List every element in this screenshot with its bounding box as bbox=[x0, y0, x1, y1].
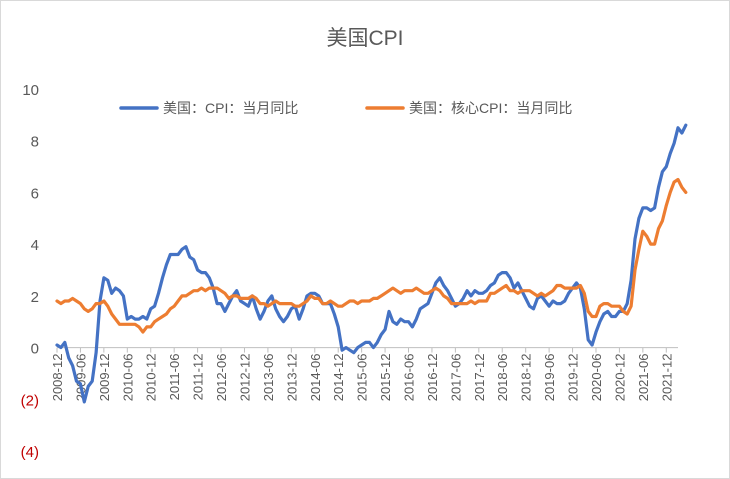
series-line-core-cpi bbox=[55, 177, 688, 334]
y-axis: 10 8 6 4 2 0 (2) (4) bbox=[21, 82, 39, 461]
y-tick-label: 6 bbox=[31, 185, 39, 202]
x-tick-label: 2018-06 bbox=[495, 354, 510, 402]
y-tick-label: 8 bbox=[31, 134, 39, 151]
x-tick-label: 2014-06 bbox=[308, 354, 323, 402]
x-tick-label: 2010-12 bbox=[144, 354, 159, 402]
y-tick-label: 4 bbox=[31, 237, 39, 254]
x-tick-label: 2016-12 bbox=[425, 354, 440, 402]
x-tick-label: 2019-06 bbox=[542, 354, 557, 402]
x-tick-label: 2013-06 bbox=[261, 354, 276, 402]
x-tick-label: 2016-06 bbox=[402, 354, 417, 402]
x-tick-label: 2015-06 bbox=[355, 354, 370, 402]
x-tick-label: 2017-12 bbox=[472, 354, 487, 402]
x-tick-label: 2021-12 bbox=[659, 354, 674, 402]
x-tick-label: 2012-12 bbox=[237, 354, 252, 402]
x-tick-label: 2010-06 bbox=[120, 354, 135, 402]
x-tick-label: 2011-12 bbox=[191, 354, 206, 401]
x-tick-label: 2014-12 bbox=[331, 354, 346, 402]
chart-title: 美国CPI bbox=[326, 27, 403, 50]
x-tick-label: 2008-12 bbox=[50, 354, 65, 402]
x-tick-label: 2019-12 bbox=[566, 354, 581, 402]
legend: 美国：CPI：当月同比 美国：核心CPI：当月同比 bbox=[119, 100, 572, 116]
x-tick-label: 2012-06 bbox=[214, 354, 229, 402]
x-tick-label: 2017-06 bbox=[448, 354, 463, 402]
x-tick-label: 2011-06 bbox=[167, 354, 182, 401]
x-tick-label: 2009-06 bbox=[73, 354, 88, 402]
series-layer bbox=[55, 123, 688, 404]
x-tick-label: 2015-12 bbox=[378, 354, 393, 402]
y-tick-label: 10 bbox=[22, 82, 39, 99]
x-tick-label: 2018-12 bbox=[519, 354, 534, 402]
x-tick-label: 2009-12 bbox=[97, 354, 112, 402]
x-tick-label: 2020-12 bbox=[612, 354, 627, 402]
y-tick-label: 0 bbox=[31, 341, 39, 358]
x-tick-label: 2013-12 bbox=[284, 354, 299, 402]
legend-label: 美国：核心CPI：当月同比 bbox=[409, 100, 572, 116]
legend-label: 美国：CPI：当月同比 bbox=[163, 100, 298, 116]
y-tick-label: (4) bbox=[21, 444, 39, 461]
y-tick-label: (2) bbox=[21, 392, 39, 409]
x-tick-label: 2021-06 bbox=[636, 354, 651, 402]
x-tick-label: 2020-06 bbox=[589, 354, 604, 402]
x-axis: 2008-12 2009-06 2009-12 2010-06 2010-12 2011-… bbox=[50, 347, 678, 402]
series-line-cpi bbox=[55, 123, 688, 404]
y-tick-label: 2 bbox=[31, 289, 39, 306]
